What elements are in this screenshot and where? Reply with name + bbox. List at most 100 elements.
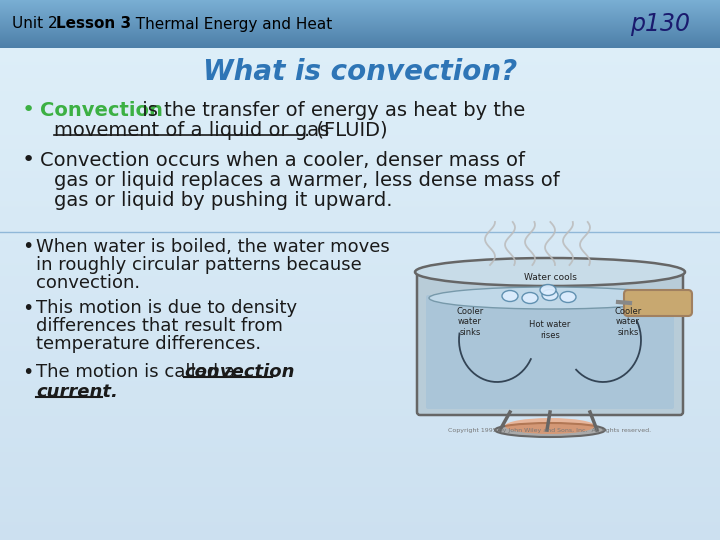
Text: Lesson 3: Lesson 3 <box>56 17 131 31</box>
Bar <box>0 9 720 10</box>
Bar <box>0 447 720 448</box>
Bar <box>0 485 720 486</box>
Ellipse shape <box>415 258 685 286</box>
Bar <box>0 498 720 499</box>
Bar <box>0 464 720 465</box>
Bar <box>0 383 720 384</box>
Bar <box>0 106 720 107</box>
Bar <box>0 440 720 441</box>
Bar <box>0 234 720 235</box>
Bar <box>0 465 720 466</box>
Bar <box>0 62 720 63</box>
Bar <box>0 321 720 322</box>
Bar <box>0 282 720 283</box>
Bar <box>0 508 720 509</box>
Bar <box>0 376 720 377</box>
Text: gas or liquid by pushing it upward.: gas or liquid by pushing it upward. <box>54 191 392 210</box>
Bar <box>0 337 720 338</box>
Bar <box>0 482 720 483</box>
Bar <box>0 68 720 69</box>
Bar <box>0 506 720 507</box>
Bar <box>0 143 720 144</box>
Bar <box>0 510 720 511</box>
Bar <box>0 36 720 37</box>
Bar <box>0 167 720 168</box>
Bar <box>0 462 720 463</box>
Bar <box>0 2 720 3</box>
Bar <box>0 198 720 199</box>
Bar <box>0 42 720 43</box>
Bar <box>0 448 720 449</box>
Bar <box>0 244 720 245</box>
Bar <box>0 243 720 244</box>
Text: Convection: Convection <box>40 100 163 119</box>
Bar <box>0 499 720 500</box>
Bar <box>0 84 720 85</box>
Bar <box>0 0 720 1</box>
Bar <box>0 529 720 530</box>
Bar <box>0 95 720 96</box>
Bar <box>0 466 720 467</box>
Bar <box>0 386 720 387</box>
Bar <box>0 342 720 343</box>
Bar <box>0 288 720 289</box>
Bar <box>0 127 720 128</box>
Bar <box>0 512 720 513</box>
Bar <box>0 139 720 140</box>
Bar <box>0 119 720 120</box>
Bar <box>0 314 720 315</box>
Bar <box>0 116 720 117</box>
Bar <box>0 390 720 391</box>
Bar <box>0 292 720 293</box>
Ellipse shape <box>540 285 556 295</box>
Bar <box>0 426 720 427</box>
Bar <box>0 240 720 241</box>
Bar <box>0 194 720 195</box>
Bar <box>0 64 720 65</box>
Bar <box>0 129 720 130</box>
Bar <box>0 305 720 306</box>
Bar <box>0 373 720 374</box>
Bar <box>0 422 720 423</box>
Bar <box>0 44 720 45</box>
Bar <box>0 504 720 505</box>
Bar <box>0 38 720 39</box>
Bar <box>0 266 720 267</box>
Bar <box>0 400 720 401</box>
Bar <box>0 526 720 527</box>
Bar <box>0 33 720 34</box>
Bar <box>0 353 720 354</box>
Bar <box>0 80 720 81</box>
Bar <box>0 458 720 459</box>
Text: This motion is due to density: This motion is due to density <box>36 299 297 317</box>
Bar <box>0 37 720 38</box>
Bar <box>0 141 720 142</box>
Bar <box>0 203 720 204</box>
Bar <box>0 111 720 112</box>
Bar <box>0 163 720 164</box>
Bar <box>0 539 720 540</box>
Bar <box>0 306 720 307</box>
Bar <box>0 495 720 496</box>
Bar <box>0 453 720 454</box>
Bar <box>0 319 720 320</box>
Bar <box>0 468 720 469</box>
Text: in roughly circular patterns because: in roughly circular patterns because <box>36 256 361 274</box>
Bar <box>0 213 720 214</box>
Ellipse shape <box>522 293 538 303</box>
Bar <box>0 34 720 35</box>
Bar <box>0 450 720 451</box>
Bar <box>0 460 720 461</box>
Bar <box>0 29 720 30</box>
Bar <box>0 195 720 196</box>
Bar <box>0 6 720 7</box>
Bar <box>0 534 720 535</box>
Bar <box>0 395 720 396</box>
Ellipse shape <box>542 289 558 300</box>
Bar <box>0 115 720 116</box>
Bar <box>0 528 720 529</box>
Bar <box>0 451 720 452</box>
Bar <box>0 222 720 223</box>
Bar <box>0 197 720 198</box>
Text: . (FLUID): . (FLUID) <box>304 120 387 139</box>
